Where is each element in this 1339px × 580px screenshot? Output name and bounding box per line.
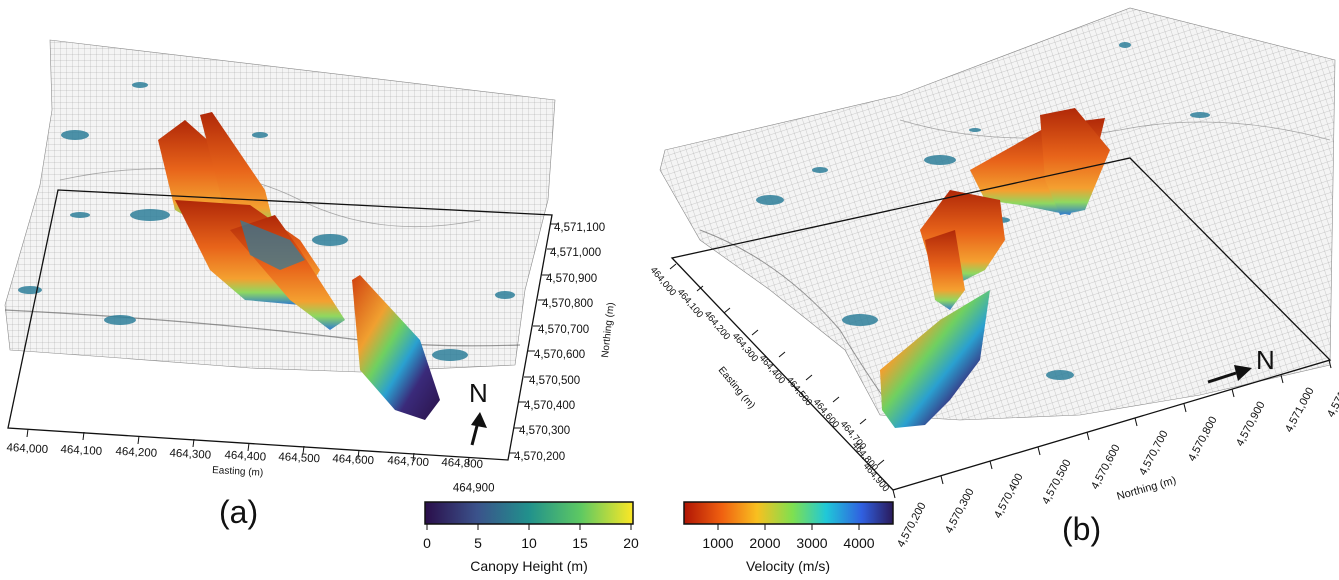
tick-label: 464,000 <box>648 265 679 298</box>
tick-label: 4,570,800 <box>542 298 593 310</box>
easting-axis-label-b: Easting (m) <box>716 365 757 411</box>
tick-label: 464,100 <box>675 287 706 320</box>
terrain-mesh-a <box>4 39 556 373</box>
panel-b: 464,000 464,100 464,200 464,300 464,400 … <box>648 7 1339 550</box>
tick-label: 4,570,500 <box>529 375 580 387</box>
tick-label: 4,570,200 <box>895 501 929 550</box>
north-arrow-b: N <box>1207 345 1275 384</box>
colorbar-tick: 1000 <box>702 535 733 551</box>
northing-axis-label-b: Northing (m) <box>1116 475 1178 503</box>
velocity-slabs-b <box>880 108 1110 428</box>
north-label: N <box>469 378 488 408</box>
colorbar-tick: 20 <box>623 535 639 551</box>
tick-label: 4,570,200 <box>514 451 565 463</box>
tick-label: 464,600 <box>332 453 374 467</box>
base-frame-a <box>7 189 553 461</box>
easting-ticks-a: 464,000 464,100 464,200 464,300 464,400 … <box>6 442 495 494</box>
colorbar-title-canopy: Canopy Height (m) <box>470 558 588 574</box>
tick-label: 4,570,700 <box>538 324 589 336</box>
tick-label: 464,300 <box>730 331 761 364</box>
tick-label: 464,100 <box>60 444 102 458</box>
tick-label: 4,570,700 <box>1137 429 1171 478</box>
colorbar-tick: 3000 <box>796 535 827 551</box>
tick-label: 4,571,000 <box>1283 386 1317 435</box>
colorbar-tick: 2000 <box>749 535 780 551</box>
tick-label: 4,570,600 <box>1089 443 1123 492</box>
tick-label: 464,500 <box>278 451 320 465</box>
canopy-patches-a <box>18 82 515 361</box>
tick-label: 4,570,900 <box>546 273 597 285</box>
tick-label: 464,500 <box>784 375 815 408</box>
tick-label: 4,570,300 <box>519 425 570 437</box>
tick-label: 464,200 <box>115 446 157 460</box>
north-label: N <box>1256 345 1275 375</box>
colorbar-canopy: 0 5 10 15 20 Canopy Height (m) <box>423 501 639 574</box>
panel-label-b: (b) <box>1062 511 1101 547</box>
north-arrow-a: N <box>469 378 488 446</box>
colorbar-tick: 5 <box>474 535 482 551</box>
tick-label: 4,571,000 <box>550 247 601 259</box>
tick-label: 4,570,800 <box>1186 415 1220 464</box>
panel-a: 464,000 464,100 464,200 464,300 464,400 … <box>4 39 617 530</box>
northing-ticks-a: 4,570,200 4,570,300 4,570,400 4,570,500 … <box>514 222 605 463</box>
tick-label: 464,900 <box>453 482 495 494</box>
colorbar-tick: 4000 <box>843 535 874 551</box>
tick-label: 464,700 <box>387 455 429 469</box>
tick-label: 464,400 <box>224 449 266 463</box>
tick-label: 464,600 <box>811 397 842 430</box>
colorbar-title-velocity: Velocity (m/s) <box>746 558 830 574</box>
tick-label: 464,000 <box>6 442 48 456</box>
tick-label: 4,570,500 <box>1040 458 1074 507</box>
tick-label: 4,571,100 <box>554 222 605 234</box>
easting-axis-label-a: Easting (m) <box>212 465 264 479</box>
colorbar-tick: 10 <box>521 535 537 551</box>
panel-label-a: (a) <box>219 494 258 530</box>
tick-label: 464,200 <box>702 309 733 342</box>
tick-label: 464,400 <box>757 353 788 386</box>
tick-label: 4,570,900 <box>1234 400 1268 449</box>
colorbar-tick: 15 <box>572 535 588 551</box>
tick-label: 464,800 <box>441 457 483 471</box>
tick-label: 4,570,300 <box>943 487 977 536</box>
tick-label: 4,571,100 <box>1325 371 1339 420</box>
northing-axis-label-a: Northing (m) <box>600 302 617 358</box>
tick-label: 4,570,400 <box>524 400 575 412</box>
base-frame-b <box>670 157 1332 491</box>
tick-label: 4,570,400 <box>992 472 1026 521</box>
colorbar-tick: 0 <box>423 535 431 551</box>
colorbar-velocity: 1000 2000 3000 4000 Velocity (m/s) <box>683 501 894 574</box>
velocity-slabs-a <box>158 112 440 420</box>
tick-label: 4,570,600 <box>534 349 585 361</box>
tick-label: 464,300 <box>169 448 211 462</box>
